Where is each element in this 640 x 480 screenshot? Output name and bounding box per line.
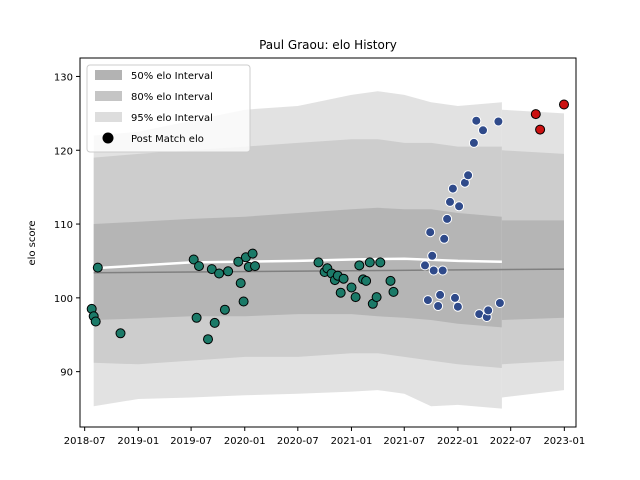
y-tick-label-3: 120 [54, 146, 73, 157]
data-point-series2-11 [445, 196, 455, 207]
data-point-series1-21 [250, 261, 260, 272]
legend-label-80: 80% elo Interval [131, 92, 213, 103]
data-point-series2-21 [478, 125, 488, 136]
data-point-series2-2 [422, 295, 433, 306]
legend-swatch-80 [95, 91, 122, 101]
data-point-series1-9 [203, 334, 213, 345]
legend: 50% elo Interval 80% elo Interval 95% el… [86, 64, 251, 153]
data-point-series2-19 [471, 115, 482, 126]
data-point-series1-37 [371, 292, 382, 303]
legend-label-50: 50% elo Interval [131, 71, 213, 82]
data-point-series2-8 [437, 265, 448, 276]
data-point-series2-10 [442, 213, 453, 224]
data-point-series1-13 [219, 304, 230, 315]
data-point-series2-9 [439, 233, 450, 244]
data-point-series2-1 [420, 260, 430, 271]
legend-box [86, 64, 251, 153]
y-tick-label-1: 100 [54, 294, 73, 305]
data-point-series1-40 [388, 286, 399, 297]
data-point-series1-7 [191, 312, 202, 323]
data-point-series1-30 [346, 282, 357, 293]
data-point-series2-13 [450, 292, 460, 303]
x-tick-label-5: 2021-01 [331, 436, 373, 447]
data-point-series2-17 [463, 170, 474, 181]
data-point-series1-20 [247, 248, 258, 259]
data-point-series1-15 [233, 256, 244, 267]
chart-title: Paul Graou: elo History [259, 38, 397, 52]
data-point-series1-31 [350, 292, 361, 303]
data-point-series1-11 [209, 317, 220, 328]
data-point-series2-4 [427, 250, 438, 261]
x-axis-ticks: 2018-07 2019-01 2019-07 2020-01 2020-07 2021-… [64, 427, 585, 447]
x-tick-label-8: 2022-07 [490, 436, 532, 447]
x-tick-label-9: 2023-01 [543, 436, 585, 447]
x-tick-label-0: 2018-07 [64, 436, 106, 447]
data-point-series1-22 [313, 257, 324, 268]
data-point-series1-35 [364, 257, 375, 268]
data-point-series2-15 [454, 201, 465, 212]
y-tick-label-0: 90 [60, 368, 73, 379]
legend-marker-post-match [102, 132, 114, 144]
x-tick-label-4: 2020-07 [277, 436, 319, 447]
data-point-series1-17 [238, 296, 249, 307]
x-tick-label-1: 2019-01 [117, 436, 159, 447]
plot-frame [79, 57, 577, 428]
data-point-series1-3 [90, 316, 101, 327]
data-point-series2-18 [468, 137, 479, 148]
x-tick-label-3: 2020-01 [224, 436, 266, 447]
data-point-series1-4 [92, 262, 103, 273]
x-tick-label-2: 2019-07 [170, 436, 212, 447]
band-50-main [93, 207, 502, 328]
data-point-series1-34 [361, 275, 372, 286]
legend-swatch-95 [95, 112, 122, 122]
band-80-main [93, 139, 502, 368]
y-axis-label: elo score [27, 220, 38, 265]
data-point-series2-25 [494, 298, 505, 308]
data-point-series1-38 [375, 257, 386, 268]
legend-swatch-50 [95, 70, 122, 80]
data-point-series3-3 [559, 99, 569, 110]
legend-label-95: 95% elo Interval [131, 113, 213, 124]
data-point-series2-7 [435, 289, 446, 300]
x-tick-label-7: 2022-01 [437, 436, 479, 447]
data-point-series1-5 [115, 328, 126, 339]
data-point-series1-6 [188, 254, 199, 265]
data-point-series1-29 [338, 273, 349, 284]
data-point-series2-6 [433, 301, 444, 311]
y-axis-ticks: 90 100 110 120 130 [54, 72, 80, 379]
band-50-future [501, 220, 564, 320]
data-point-series3-1 [530, 109, 541, 120]
band-80-future [501, 150, 564, 365]
data-point-series2-5 [428, 265, 439, 276]
data-point-series3-2 [535, 124, 546, 135]
plot-area [86, 91, 569, 409]
data-point-series1-14 [223, 266, 234, 277]
data-point-series2-3 [425, 227, 436, 238]
y-tick-label-4: 130 [54, 72, 73, 83]
legend-label-post-match: Post Match elo [131, 134, 204, 145]
data-point-series1-39 [385, 275, 396, 286]
data-point-series2-24 [493, 116, 504, 127]
data-point-series1-32 [354, 260, 365, 271]
data-point-series1-16 [235, 278, 246, 289]
data-point-series1-28 [335, 287, 346, 298]
data-point-series1-8 [194, 261, 204, 272]
data-point-series2-12 [447, 183, 458, 194]
x-tick-label-6: 2021-07 [383, 436, 425, 447]
data-point-series2-23 [483, 305, 494, 316]
y-tick-label-2: 110 [54, 220, 73, 231]
data-point-series1-10 [206, 264, 217, 275]
data-point-series1-12 [214, 268, 225, 279]
data-point-series2-14 [452, 301, 463, 312]
